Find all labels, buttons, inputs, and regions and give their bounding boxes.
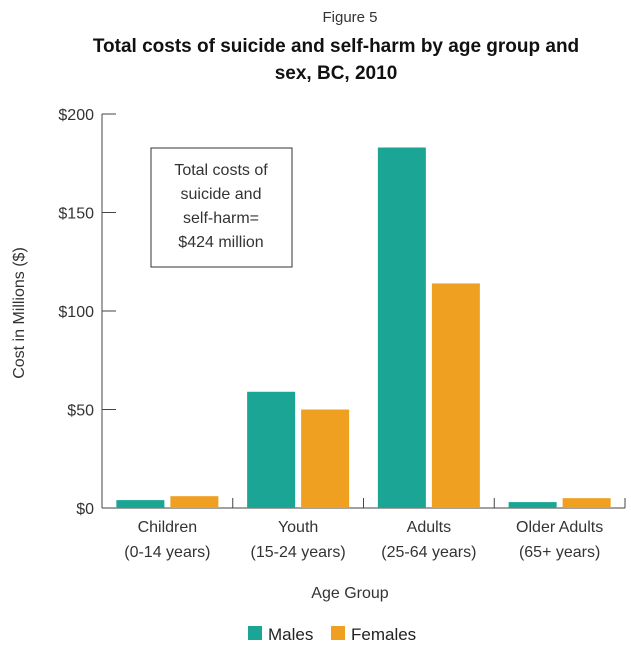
total-annotation: Total costs of suicide and self-harm= $4… (150, 147, 293, 268)
bar-males (508, 502, 557, 508)
y-tick-label: $0 (76, 501, 94, 518)
bar-females (170, 496, 219, 508)
annotation-line-4: $424 million (178, 234, 263, 251)
figure-label: Figure 5 (322, 9, 377, 26)
x-tick-label: (65+ years) (519, 544, 600, 561)
legend: Males Females (248, 625, 416, 644)
x-tick-label: Older Adults (516, 519, 603, 536)
y-tick-label: $150 (58, 206, 94, 223)
x-tick-label: Youth (278, 519, 318, 536)
chart-title-line-1: Total costs of suicide and self-harm by … (93, 36, 579, 57)
annotation-box (150, 147, 293, 268)
legend-label-females: Females (351, 625, 416, 644)
x-tick-label: (25-64 years) (381, 544, 476, 561)
x-tick-label: Adults (407, 519, 451, 536)
y-tick-label: $100 (58, 304, 94, 321)
bar-males (116, 500, 165, 508)
chart-title-line-2: sex, BC, 2010 (275, 63, 398, 84)
legend-swatch-males (248, 626, 262, 640)
x-axis: Children (0-14 years) Youth (15-24 years) Ad… (102, 498, 626, 561)
bar-males (247, 391, 296, 508)
y-tick-label: $200 (58, 107, 94, 124)
annotation-line-2: suicide and (181, 186, 262, 203)
bar-males (377, 147, 426, 509)
bar-females (431, 283, 480, 508)
x-tick-label: (0-14 years) (124, 544, 210, 561)
y-axis-title: Cost in Millions ($) (11, 247, 28, 379)
annotation-line-1: Total costs of (174, 162, 268, 179)
x-axis-title: Age Group (311, 585, 388, 602)
bar-females (562, 498, 611, 508)
y-axis: $0 $50 $100 $150 $200 (58, 107, 116, 518)
legend-label-males: Males (268, 625, 313, 644)
x-tick-label: Children (138, 519, 198, 536)
bars (116, 147, 611, 509)
bar-females (301, 409, 350, 508)
legend-swatch-females (331, 626, 345, 640)
annotation-line-3: self-harm= (183, 210, 259, 227)
y-tick-label: $50 (67, 403, 94, 420)
x-tick-label: (15-24 years) (251, 544, 346, 561)
